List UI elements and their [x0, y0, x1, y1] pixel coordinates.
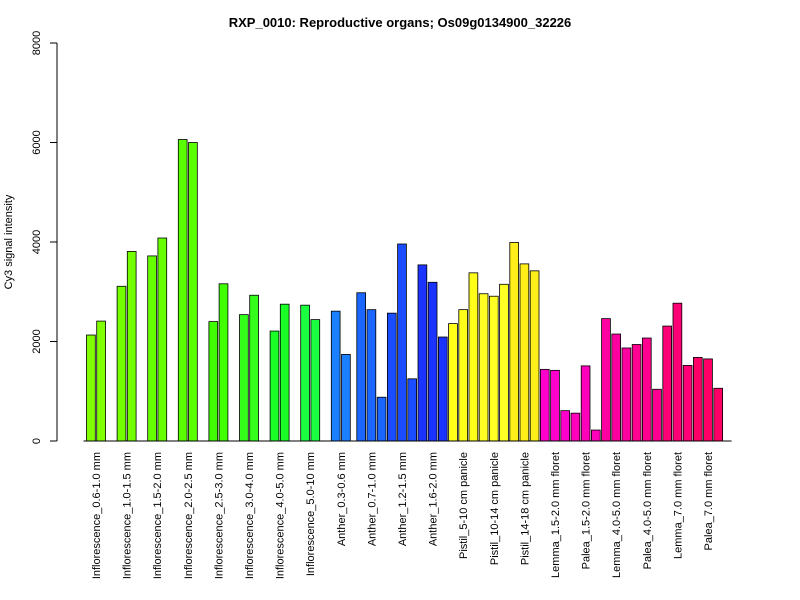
bar [177, 139, 188, 442]
bar [310, 319, 321, 442]
bar [488, 295, 499, 442]
bar [208, 321, 219, 442]
bar [478, 293, 489, 442]
bar [621, 347, 632, 442]
bar [157, 237, 168, 442]
bar [300, 304, 310, 442]
bar [458, 309, 468, 442]
x-tick-label: Anther_1.6-2.0 mm [428, 452, 440, 546]
bar [437, 336, 448, 442]
bars [86, 139, 723, 442]
x-tick-label: Inflorescence_2.0-2.5 mm [183, 452, 195, 579]
x-tick-label: Lemma_1.5-2.0 mm floret [550, 452, 562, 578]
bar [239, 314, 249, 442]
x-tick-label: Pistil_14-18 cm panicle [519, 452, 531, 565]
bar [611, 333, 621, 442]
x-tick-label: Pistil_5-10 cm panicle [458, 452, 470, 559]
bar [662, 325, 672, 442]
bar [499, 283, 509, 442]
bar [188, 142, 198, 442]
bar [682, 364, 693, 442]
bar [126, 251, 137, 442]
bar [366, 309, 377, 442]
bar [652, 388, 662, 442]
bar [249, 294, 259, 442]
y-tick-label: 2000 [31, 329, 43, 353]
y-tick-label: 0 [31, 438, 43, 444]
bar [330, 310, 341, 442]
x-tick-label: Inflorescence_1.0-1.5 mm [122, 452, 134, 579]
bar [218, 283, 229, 442]
bar [580, 365, 591, 442]
bar [693, 357, 703, 442]
bar [570, 412, 581, 442]
bar [703, 358, 713, 442]
y-axis: 0 2000 4000 6000 8000 [31, 31, 58, 444]
x-tick-label: Anther_0.7-1.0 mm [366, 452, 378, 546]
bar [116, 285, 127, 442]
bar [417, 264, 428, 442]
x-tick-label: Anther_1.2-1.5 mm [397, 452, 409, 546]
x-tick-label: Inflorescence_1.5-2.0 mm [152, 452, 164, 579]
bar [341, 354, 351, 442]
bar [356, 292, 366, 442]
bar [448, 323, 458, 442]
bar [642, 337, 652, 442]
x-tick-label: Inflorescence_4.0-5.0 mm [275, 452, 287, 579]
bar [269, 330, 280, 442]
x-tick-label: Inflorescence_5.0-10 mm [305, 452, 317, 576]
bar [279, 303, 290, 442]
bar [427, 281, 438, 442]
x-tick-label: Palea_1.5-2.0 mm floret [581, 452, 593, 569]
bar [519, 263, 530, 442]
x-tick-label: Palea_4.0-5.0 mm floret [642, 452, 654, 569]
bar [397, 243, 407, 442]
x-tick-label: Pistil_10-14 cm panicle [489, 452, 501, 565]
bar [96, 320, 106, 442]
bar [407, 378, 417, 442]
x-tick-label: Anther_0.3-0.6 mm [336, 452, 348, 546]
bar [386, 312, 397, 442]
bar [376, 396, 387, 442]
chart-title: RXP_0010: Reproductive organs; Os09g0134… [229, 15, 572, 30]
x-axis-labels: Inflorescence_0.6-1.0 mm Inflorescence_1.… [91, 452, 715, 579]
x-tick-label: Lemma_7.0 mm floret [672, 452, 684, 559]
bar [529, 270, 540, 442]
bar [713, 387, 723, 442]
bar [509, 242, 519, 442]
bar [86, 334, 96, 442]
bar [560, 410, 570, 442]
bar [672, 302, 683, 442]
x-tick-label: Inflorescence_0.6-1.0 mm [91, 452, 103, 579]
bar [591, 429, 601, 442]
y-tick-label: 8000 [31, 31, 43, 55]
bar [468, 272, 479, 442]
x-tick-label: Lemma_4.0-5.0 mm floret [611, 452, 623, 578]
bar [631, 344, 642, 442]
y-tick-label: 6000 [31, 130, 43, 154]
x-tick-label: Inflorescence_3.0-4.0 mm [244, 452, 256, 579]
x-tick-label: Palea_7.0 mm floret [703, 452, 715, 550]
bar [550, 369, 560, 442]
y-axis-label: Cy3 signal intensity [3, 194, 15, 289]
x-tick-label: Inflorescence_2.5-3.0 mm [213, 452, 225, 579]
bar [540, 368, 550, 442]
bar [601, 318, 611, 442]
bar [147, 255, 157, 442]
y-tick-label: 4000 [31, 230, 43, 254]
